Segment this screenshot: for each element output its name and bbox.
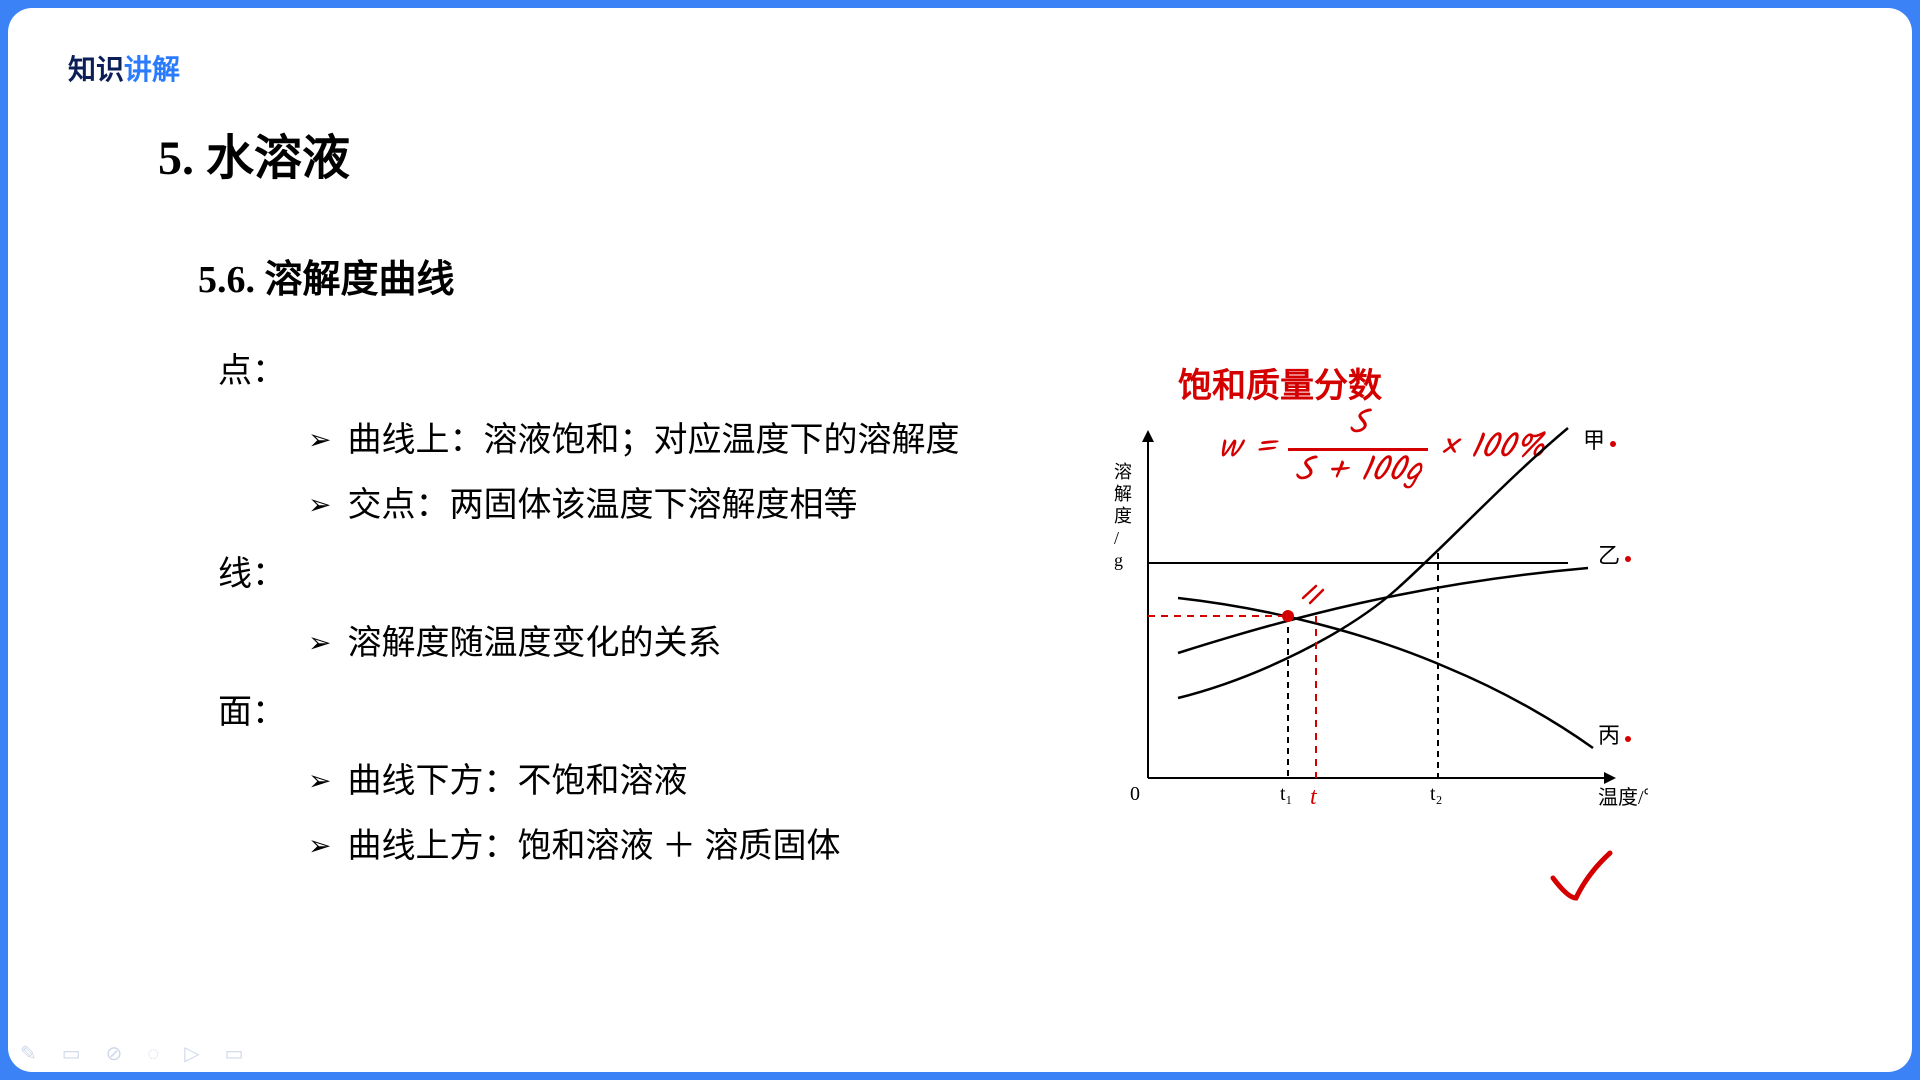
chapter-title: 5. 水溶液 <box>158 118 1048 188</box>
svg-text:t: t <box>1310 784 1318 810</box>
slide: 知识讲解 5. 水溶液 5.6. 溶解度曲线 点： ➢ 曲线上：溶液饱和；对应温… <box>8 8 1912 1072</box>
svg-text:t₂: t₂ <box>1430 783 1443 805</box>
figure-column: 饱和质量分数 w = S S + 100g × 100% 溶解度/g温度/℃0甲… <box>1068 118 1852 883</box>
svg-text:g: g <box>1114 550 1123 570</box>
bullet-icon: ➢ <box>308 829 331 863</box>
svg-text:溶: 溶 <box>1114 462 1132 482</box>
bullet-text: 交点：两固体该温度下溶解度相等 <box>347 477 857 526</box>
bullet-icon: ➢ <box>308 423 331 457</box>
bullet-line-0: ➢ 溶解度随温度变化的关系 <box>308 615 1048 664</box>
bullet-text: 曲线下方：不饱和溶液 <box>347 753 687 802</box>
svg-text:乙: 乙 <box>1598 543 1620 568</box>
label-area: 面： <box>218 684 1048 733</box>
bullet-area-0: ➢ 曲线下方：不饱和溶液 <box>308 753 1048 802</box>
svg-text:甲: 甲 <box>1583 428 1605 453</box>
slide-header: 知识讲解 <box>68 48 1852 88</box>
svg-text:度: 度 <box>1114 506 1132 526</box>
text-column: 5. 水溶液 5.6. 溶解度曲线 点： ➢ 曲线上：溶液饱和；对应温度下的溶解… <box>68 118 1048 883</box>
header-part2: 讲解 <box>124 54 180 85</box>
svg-text:丙: 丙 <box>1598 723 1620 748</box>
bullet-icon: ➢ <box>308 764 331 798</box>
svg-text:解: 解 <box>1114 484 1132 504</box>
bullet-area-1: ➢ 曲线上方：饱和溶液 ＋ 溶质固体 <box>308 818 1048 867</box>
svg-text:/: / <box>1114 528 1119 548</box>
bullet-icon: ➢ <box>308 626 331 660</box>
bullet-point-0: ➢ 曲线上：溶液饱和；对应温度下的溶解度 <box>308 412 1048 461</box>
bullet-text: 溶解度随温度变化的关系 <box>347 615 721 664</box>
header-part1: 知识 <box>68 54 124 85</box>
solubility-chart: 溶解度/g 温度/℃ 0 甲乙丙 t₁ t₂ t <box>1088 398 1648 828</box>
bullet-text: 曲线上：溶液饱和；对应温度下的溶解度 <box>347 412 959 461</box>
svg-text:t₁: t₁ <box>1280 783 1293 805</box>
toolbar-icons: ✎ ▭ ⊘ ◌ ▷ ▭ <box>20 1041 254 1066</box>
label-line: 线： <box>218 546 1048 595</box>
bullet-point-1: ➢ 交点：两固体该温度下溶解度相等 <box>308 477 1048 526</box>
label-point: 点： <box>218 343 1048 392</box>
svg-text:0: 0 <box>1130 783 1140 805</box>
section-title: 5.6. 溶解度曲线 <box>158 248 1048 303</box>
checkmark-icon <box>1548 848 1618 908</box>
bullet-text: 曲线上方：饱和溶液 ＋ 溶质固体 <box>347 818 840 867</box>
bullet-icon: ➢ <box>308 488 331 522</box>
svg-text:温度/℃: 温度/℃ <box>1598 786 1648 809</box>
content-row: 5. 水溶液 5.6. 溶解度曲线 点： ➢ 曲线上：溶液饱和；对应温度下的溶解… <box>68 118 1852 883</box>
